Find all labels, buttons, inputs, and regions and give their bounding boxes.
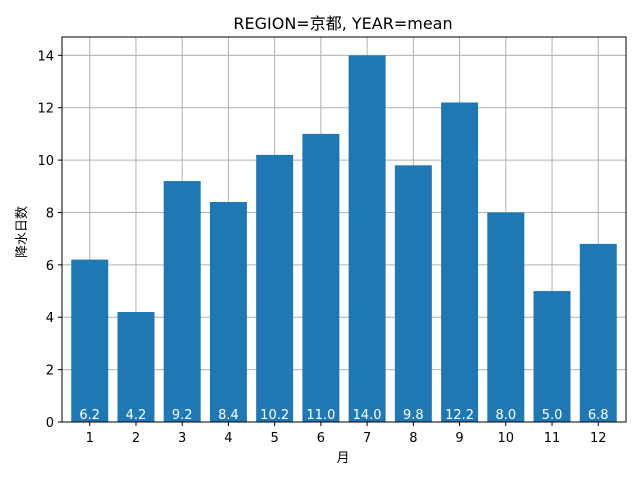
plot-frame (61, 36, 627, 423)
x-axis-label: 月 (336, 451, 349, 466)
bar-value-label: 8.0 (495, 408, 516, 423)
y-tick-label: 2 (46, 364, 54, 379)
x-tick-label: 12 (590, 431, 607, 446)
bars (71, 55, 617, 423)
bar-6 (302, 133, 340, 422)
x-tick-label: 7 (363, 431, 371, 446)
bar-5 (256, 154, 294, 422)
bar-4 (209, 202, 247, 422)
x-tick-label: 11 (544, 431, 561, 446)
x-tick-label: 4 (224, 431, 232, 446)
x-tick-label: 6 (317, 431, 325, 446)
x-tick-label: 8 (409, 431, 417, 446)
bar-value-label: 14.0 (353, 408, 382, 423)
y-tick-label: 4 (46, 311, 54, 326)
bar-value-label: 10.2 (260, 408, 289, 423)
y-tick-label: 6 (46, 259, 54, 274)
bar-10 (487, 212, 525, 422)
bar-9 (441, 102, 479, 422)
bar-12 (579, 243, 617, 422)
bar-value-label: 5.0 (542, 408, 563, 423)
bar-value-label: 9.8 (403, 408, 424, 423)
bar-11 (533, 291, 571, 422)
x-tick-label: 10 (498, 431, 515, 446)
x-tick-label: 5 (271, 431, 279, 446)
bar-8 (394, 165, 432, 423)
bar-value-label: 6.8 (588, 408, 609, 423)
y-tick-label: 14 (37, 49, 54, 64)
bar-value-label: 4.2 (126, 408, 147, 423)
bar-3 (163, 181, 201, 422)
chart-title: REGION=京都, YEAR=mean (233, 14, 452, 33)
y-tick-label: 12 (37, 102, 54, 117)
y-tick-label: 10 (37, 154, 54, 169)
x-tick-label: 1 (86, 431, 94, 446)
x-tick-label: 2 (132, 431, 140, 446)
bar-7 (348, 55, 386, 422)
bar-1 (71, 259, 109, 422)
bar-2 (117, 312, 155, 422)
y-axis-label: 降水日数 (15, 206, 30, 258)
bar-value-label: 11.0 (306, 408, 335, 423)
x-tick-label: 3 (178, 431, 186, 446)
bar-value-label: 8.4 (218, 408, 239, 423)
bar-value-labels: 6.2 4.2 9.2 8.4 10.2 11.0 14.0 9.8 12.2 8.0 5.0 6.8 (79, 408, 608, 423)
bar-value-label: 12.2 (445, 408, 474, 423)
y-tick-label: 8 (46, 206, 54, 221)
x-tick-label: 9 (455, 431, 463, 446)
y-tick-label: 0 (46, 416, 54, 431)
bar-value-label: 6.2 (79, 408, 100, 423)
bar-value-label: 9.2 (172, 408, 193, 423)
